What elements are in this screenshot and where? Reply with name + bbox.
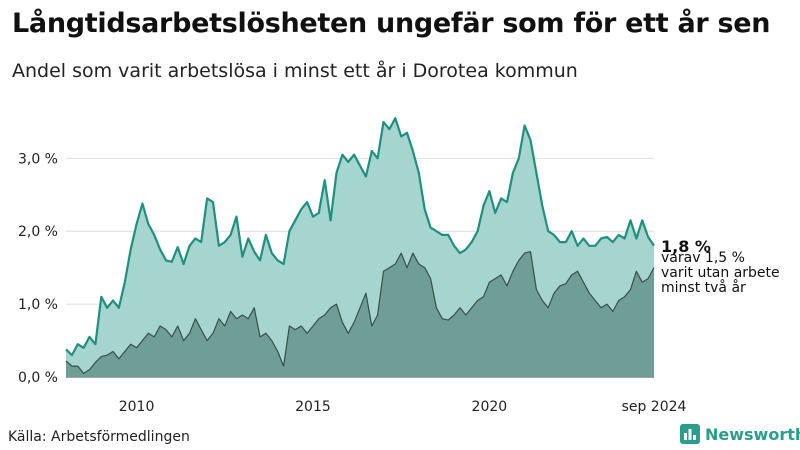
page-subtitle: Andel som varit arbetslösa i minst ett å… (12, 60, 578, 82)
y-tick-label: 3,0 % (18, 151, 58, 167)
y-tick-label: 0,0 % (18, 370, 58, 386)
newsworthy-logo: Newsworthy (680, 424, 800, 444)
area-chart: 0,0 % 1,0 % 2,0 % 3,0 % 2010 2015 2020 sep 2024… (18, 117, 780, 415)
series-area-longterm (66, 251, 654, 377)
x-tick-label: 2015 (295, 399, 331, 415)
brand-name: Newsworthy (705, 424, 800, 444)
series-line-total (65, 117, 655, 357)
series-line-longterm (65, 251, 655, 374)
y-tick-label: 1,0 % (18, 297, 58, 313)
x-tick-label: 2010 (119, 399, 155, 415)
annotation-text-line: minst två år (661, 279, 746, 296)
source-note: Källa: Arbetsförmedlingen (8, 429, 190, 445)
page-title: Långtidsarbetslösheten ungefär som för e… (12, 8, 771, 39)
annotation-text-line: varit utan arbete (661, 265, 780, 281)
y-tick-label: 2,0 % (18, 224, 58, 240)
annotation-text-line: varav 1,5 % (661, 250, 745, 266)
annotation-value-label: 1,8 % (661, 237, 711, 256)
x-tick-label: 2020 (472, 399, 508, 415)
x-tick-label: sep 2024 (622, 399, 687, 415)
bar-chart-logo-icon (680, 424, 700, 444)
